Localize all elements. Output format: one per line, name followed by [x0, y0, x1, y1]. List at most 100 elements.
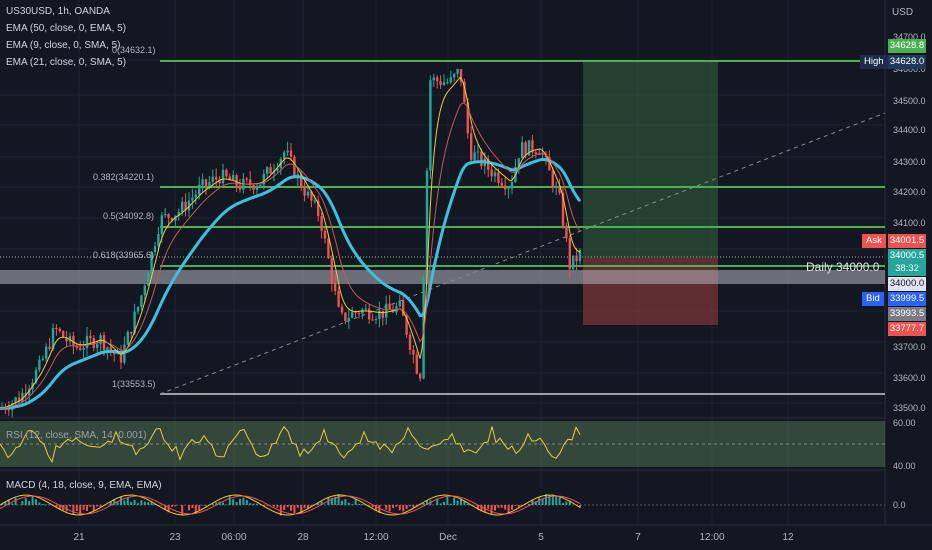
candle-body [476, 151, 480, 153]
candle-body [225, 169, 228, 177]
macd-histogram-bar [137, 503, 139, 505]
candle-body [293, 156, 296, 178]
macd-histogram-bar [555, 496, 558, 505]
macd-histogram-bar [245, 499, 248, 505]
macd-histogram-bar [113, 499, 116, 505]
candle-body [157, 233, 160, 247]
ask-label-tag: Ask [862, 234, 886, 248]
rsi-line [0, 425, 581, 464]
candle-body [446, 82, 449, 84]
candle-body [28, 389, 31, 396]
time-label: 12:00 [363, 532, 389, 543]
candle-body [432, 77, 435, 81]
macd-histogram-bar [466, 503, 469, 505]
macd-histogram-bar [307, 505, 309, 510]
macd-histogram-bar [24, 498, 27, 505]
ema9-legend[interactable]: EMA (9, close, 0, SMA, 5) [6, 40, 121, 51]
candle-body [330, 258, 333, 283]
price-tick: 34600.0 [893, 64, 926, 74]
macd-histogram-bar [211, 503, 214, 505]
candle-body [436, 77, 439, 82]
candle-body [357, 312, 361, 314]
macd-histogram-bar [460, 498, 462, 505]
candle-body [14, 397, 17, 404]
candle-body [419, 373, 422, 379]
macd-histogram-bar [266, 505, 269, 506]
macd-histogram-bar [38, 502, 41, 505]
macd-histogram-bar [290, 505, 292, 511]
macd-histogram-bar [504, 505, 507, 510]
time-label: Dec [439, 532, 457, 543]
macd-histogram-bar [174, 505, 177, 507]
macd-histogram-bar [154, 503, 156, 505]
fib-label-382: 0.382(34220.1) [93, 172, 155, 182]
macd-signal-line [0, 495, 581, 515]
symbol-title[interactable]: US30USD, 1h, OANDA [6, 6, 110, 17]
candle-body [439, 81, 442, 85]
candle-body [58, 328, 61, 332]
macd-histogram-bar [48, 504, 51, 505]
candle-body [170, 217, 174, 221]
candle-body [551, 170, 554, 188]
candle-body [38, 359, 41, 370]
macd-histogram-bar [388, 505, 391, 512]
candle-body [487, 158, 490, 170]
candle-body [204, 179, 208, 186]
macd-histogram-bar [194, 505, 197, 514]
macd-histogram-bar [276, 505, 279, 508]
candle-body [106, 347, 109, 351]
macd-legend[interactable]: MACD (4, 18, close, 9, EMA, EMA) [6, 480, 162, 491]
price-tick: 34100.0 [893, 218, 926, 228]
daily-level-zone [0, 270, 885, 284]
candle-body [48, 346, 51, 349]
macd-histogram-bar [215, 502, 218, 505]
candle-body [453, 73, 456, 78]
macd-histogram-bar [398, 505, 401, 511]
macd-histogram-bar [300, 505, 303, 514]
ema21-legend[interactable]: EMA (21, close, 0, SMA, 5) [6, 57, 127, 68]
candle-body [245, 178, 248, 180]
time-label: 12 [782, 532, 794, 543]
stop-price-tag: 33777.7 [888, 322, 926, 336]
candle-body [408, 334, 412, 350]
candle-body [211, 176, 214, 182]
candle-body [147, 273, 150, 286]
macd-histogram-bar [55, 505, 58, 508]
long-position-stop-zone [583, 258, 718, 325]
macd-histogram-bar [490, 505, 493, 514]
candle-body [541, 153, 544, 155]
candle-body [534, 152, 537, 155]
rsi-tick-40: 40.00 [893, 461, 916, 471]
macd-histogram-bar [69, 505, 71, 507]
rsi-legend[interactable]: RSI (12, close, SMA, 14, 0.001) [6, 430, 147, 441]
macd-histogram-bar [341, 500, 343, 505]
candle-body [41, 358, 44, 360]
macd-histogram-bar [358, 503, 360, 505]
macd-histogram-bar [334, 496, 337, 505]
macd-histogram-bar [89, 505, 92, 507]
macd-histogram-bar [4, 502, 7, 505]
macd-histogram-bar [568, 500, 571, 505]
macd-histogram-bar [371, 505, 374, 508]
candle-body [72, 335, 75, 347]
candle-body [102, 335, 106, 351]
macd-histogram-bar [463, 500, 466, 505]
macd-histogram-bar [133, 499, 136, 505]
macd-histogram-bar [242, 497, 245, 505]
price-tick: 34700.0 [893, 32, 926, 42]
candle-body [412, 349, 415, 355]
candle-body [500, 182, 503, 186]
candle-body [181, 201, 184, 212]
candle-body [276, 168, 279, 171]
fib-trendline [159, 112, 886, 395]
candle-body [344, 312, 347, 322]
candle-body [130, 331, 133, 334]
macd-histogram-bar [565, 501, 568, 505]
macd-histogram-bar [293, 505, 296, 514]
candle-body [34, 369, 38, 383]
macd-histogram-bar [109, 501, 112, 505]
ema50-legend[interactable]: EMA (50, close, 0, EMA, 5) [6, 23, 127, 34]
macd-histogram-bar [378, 505, 381, 514]
macd-histogram-bar [21, 500, 24, 505]
